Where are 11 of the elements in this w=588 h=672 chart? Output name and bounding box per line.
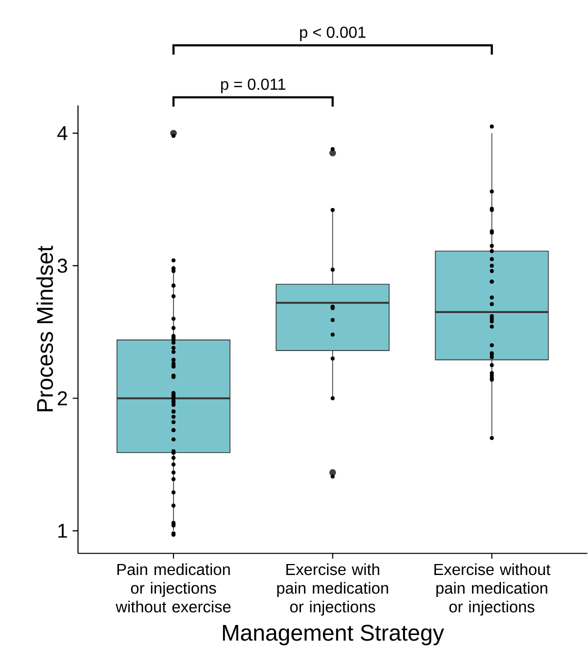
y-axis-title: Process Mindset — [36, 246, 54, 412]
y-tick-label: 1 — [58, 524, 67, 538]
x-tick-label: Exercise without pain medication or injections — [434, 563, 550, 616]
y-tick-label: 3 — [58, 258, 68, 273]
x-axis-title: Management Strategy — [223, 624, 444, 646]
text: p = 0.011 — [221, 78, 286, 94]
y-tick-label: 4 — [57, 126, 68, 140]
x-tick-label: Pain medication or injections without exercise — [116, 563, 231, 612]
text: p < 0.001 — [300, 26, 366, 42]
x-tick-label: Exercise with pain medication or injections — [277, 563, 388, 616]
y-tick-label: 2 — [58, 391, 67, 406]
